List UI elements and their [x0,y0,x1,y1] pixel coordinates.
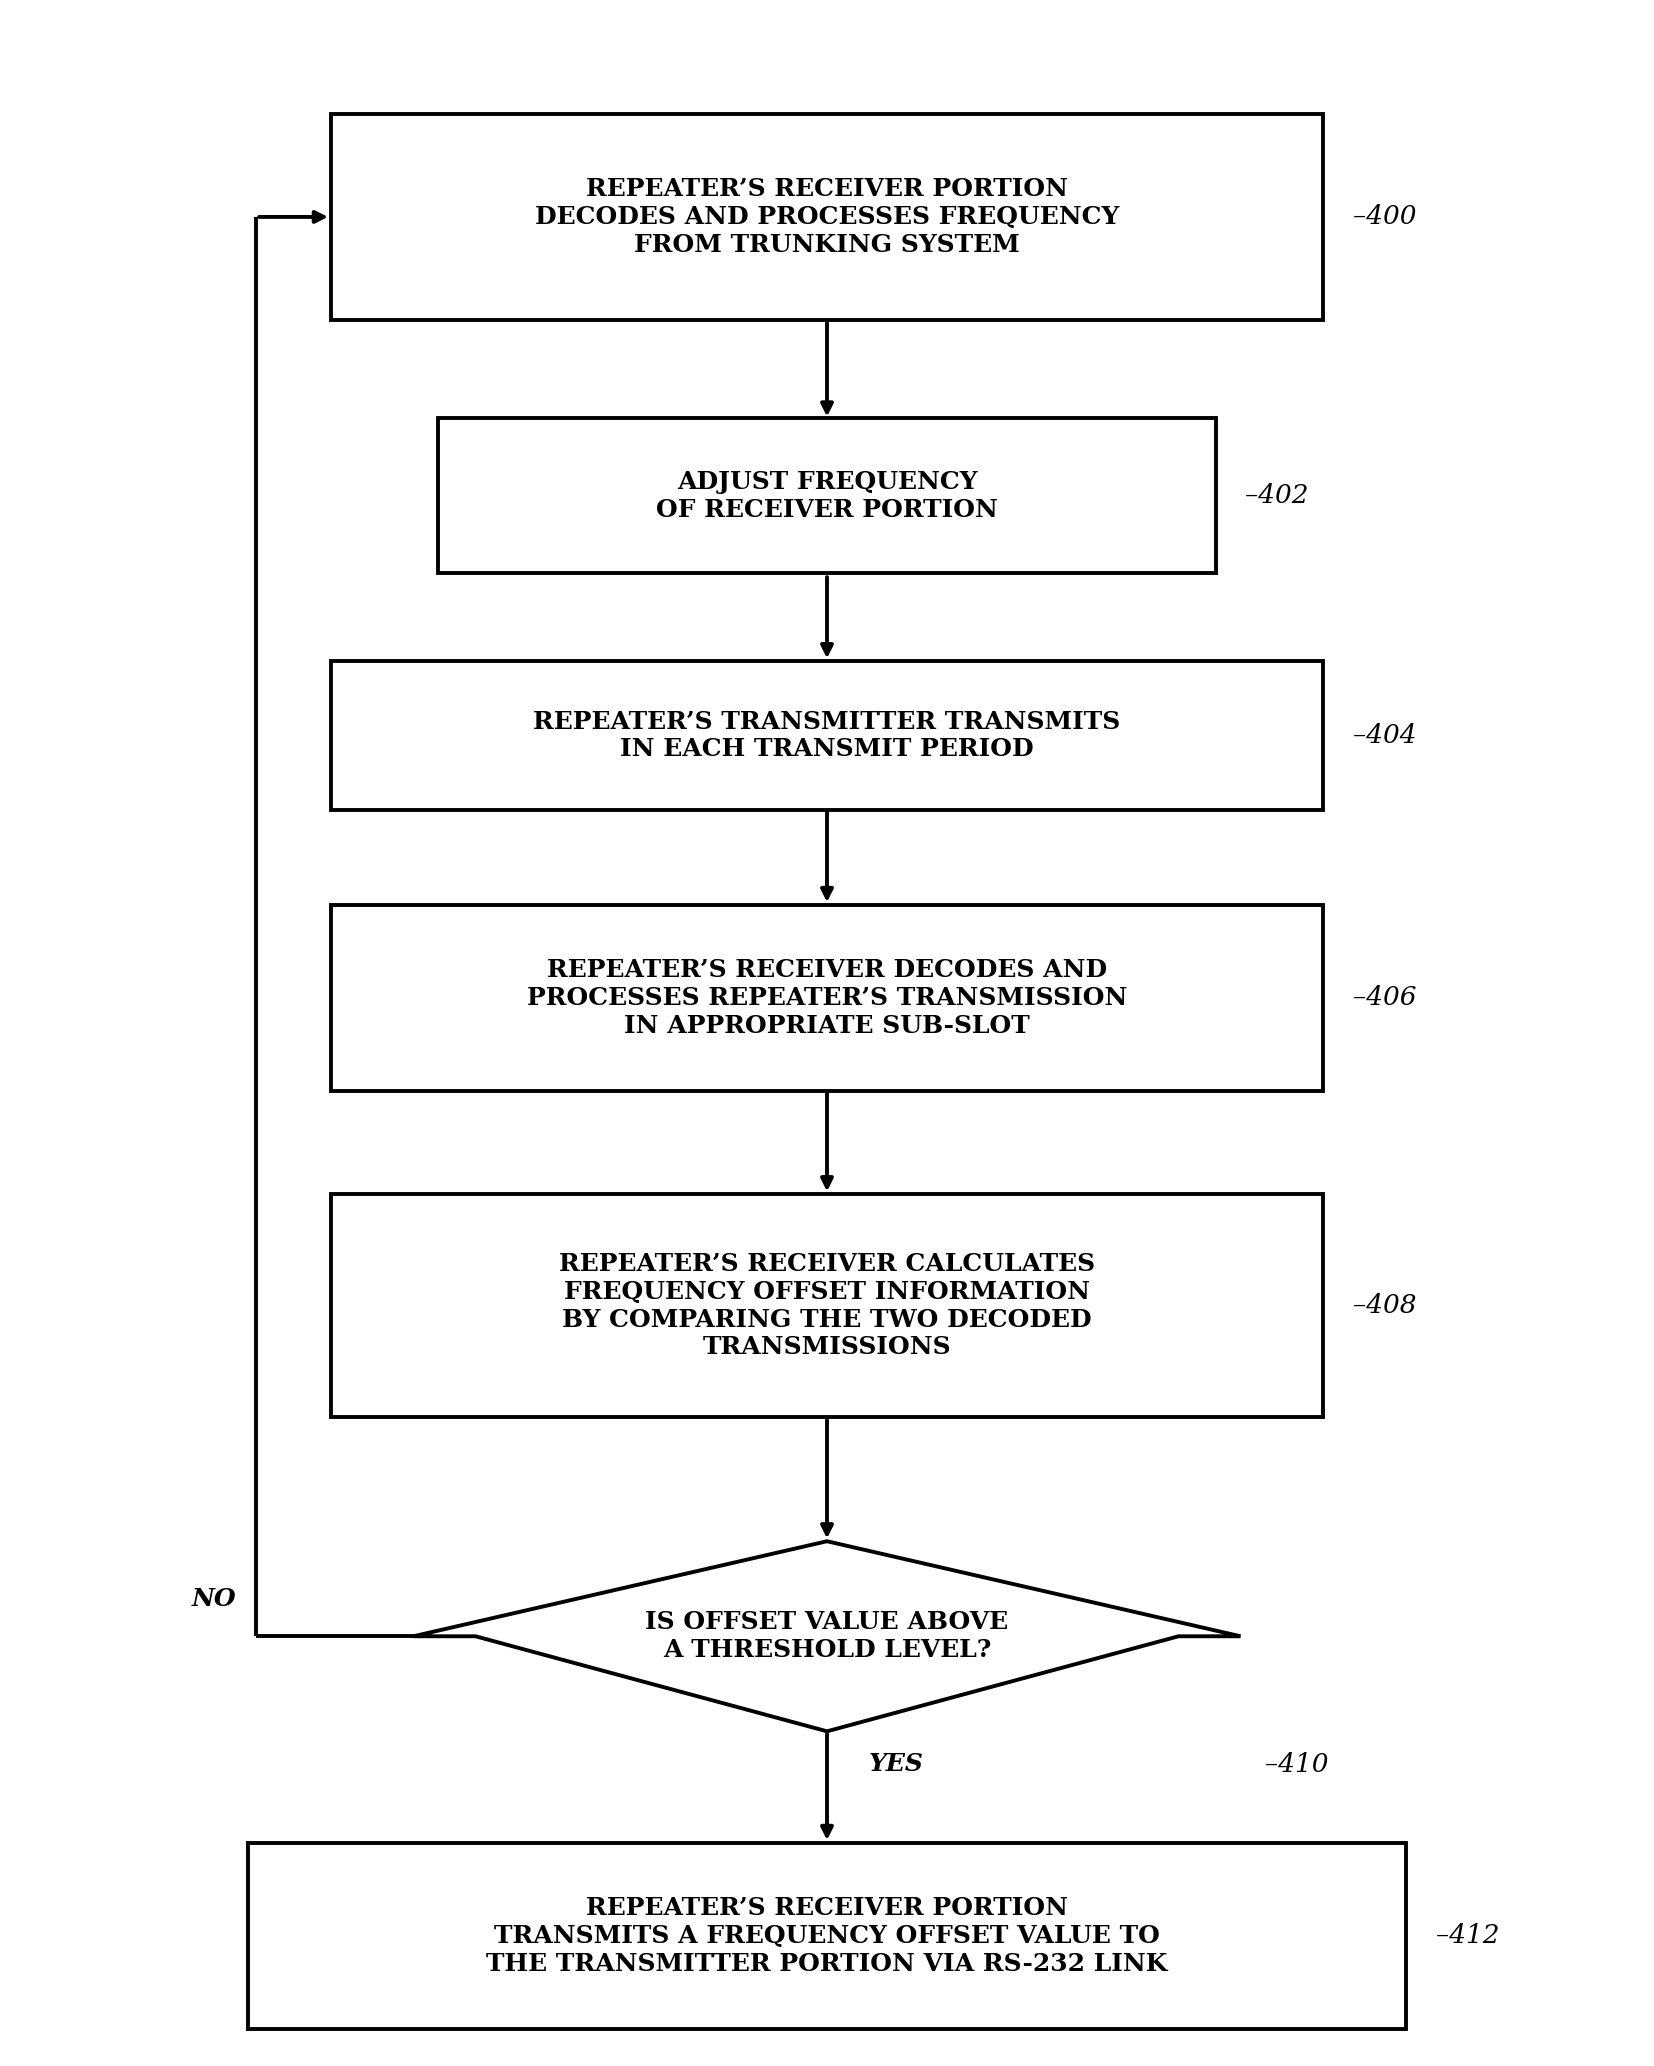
Text: –404: –404 [1353,723,1416,748]
FancyBboxPatch shape [438,417,1216,572]
Text: –406: –406 [1353,985,1416,1010]
Text: REPEATER’S RECEIVER PORTION
DECODES AND PROCESSES FREQUENCY
FROM TRUNKING SYSTEM: REPEATER’S RECEIVER PORTION DECODES AND … [534,178,1120,256]
Text: –400: –400 [1353,205,1416,229]
Text: ADJUST FREQUENCY
OF RECEIVER PORTION: ADJUST FREQUENCY OF RECEIVER PORTION [657,469,997,523]
Text: –408: –408 [1353,1293,1416,1318]
FancyBboxPatch shape [331,905,1323,1091]
Text: –410: –410 [1265,1752,1328,1777]
Text: REPEATER’S RECEIVER DECODES AND
PROCESSES REPEATER’S TRANSMISSION
IN APPROPRIATE: REPEATER’S RECEIVER DECODES AND PROCESSE… [528,959,1126,1037]
Text: –402: –402 [1245,483,1308,508]
FancyBboxPatch shape [331,1194,1323,1417]
Text: YES: YES [868,1752,923,1777]
FancyBboxPatch shape [248,1843,1406,2029]
Text: REPEATER’S RECEIVER PORTION
TRANSMITS A FREQUENCY OFFSET VALUE TO
THE TRANSMITTE: REPEATER’S RECEIVER PORTION TRANSMITS A … [486,1897,1168,1975]
Text: –412: –412 [1436,1923,1499,1948]
Text: REPEATER’S TRANSMITTER TRANSMITS
IN EACH TRANSMIT PERIOD: REPEATER’S TRANSMITTER TRANSMITS IN EACH… [533,709,1121,762]
Text: REPEATER’S RECEIVER CALCULATES
FREQUENCY OFFSET INFORMATION
BY COMPARING THE TWO: REPEATER’S RECEIVER CALCULATES FREQUENCY… [559,1252,1095,1359]
Text: IS OFFSET VALUE ABOVE
A THRESHOLD LEVEL?: IS OFFSET VALUE ABOVE A THRESHOLD LEVEL? [645,1609,1009,1663]
FancyBboxPatch shape [331,114,1323,320]
FancyBboxPatch shape [331,661,1323,810]
Text: NO: NO [192,1587,237,1611]
Polygon shape [414,1541,1240,1731]
